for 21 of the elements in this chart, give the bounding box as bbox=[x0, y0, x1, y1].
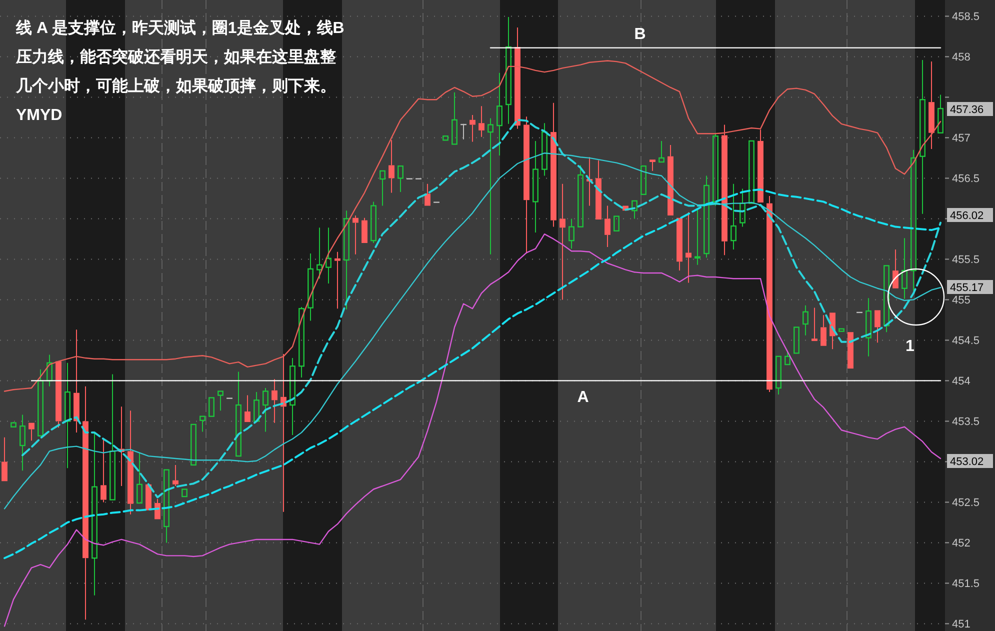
y-tick-label: 458.5 bbox=[952, 11, 980, 24]
text: 455.17 bbox=[950, 282, 984, 294]
y-tick-label: 456.5 bbox=[952, 173, 980, 186]
y-tick-label: 451 bbox=[952, 618, 970, 631]
annotation: A bbox=[577, 389, 590, 406]
y-tick-label: 455 bbox=[952, 294, 970, 307]
text: 457.36 bbox=[950, 104, 984, 116]
annotation: 线 A 是支撑位，昨天测试，圈1是金叉处，线B压力线，能否突破还看明天，如果在这里盘整几个小时，可能上破，如果破顶摔，则下来。 YMYD bbox=[16, 18, 346, 126]
y-tick-label: 455.5 bbox=[952, 254, 980, 266]
y-tick-label: 452 bbox=[952, 538, 970, 550]
text: 456.02 bbox=[950, 210, 984, 222]
y-tick-label: 458 bbox=[952, 52, 970, 64]
y-tick-label: 454 bbox=[952, 376, 970, 388]
annotation: B bbox=[634, 26, 646, 43]
y-tick-label: 452.5 bbox=[952, 497, 980, 510]
y-tick-label: 457 bbox=[952, 132, 970, 145]
y-tick-label: 453.5 bbox=[952, 416, 980, 428]
y-tick-label: 451.5 bbox=[952, 578, 980, 590]
text: 453.02 bbox=[950, 456, 984, 468]
annotation: 1 bbox=[906, 338, 915, 355]
y-tick-label: 454.5 bbox=[952, 335, 980, 348]
